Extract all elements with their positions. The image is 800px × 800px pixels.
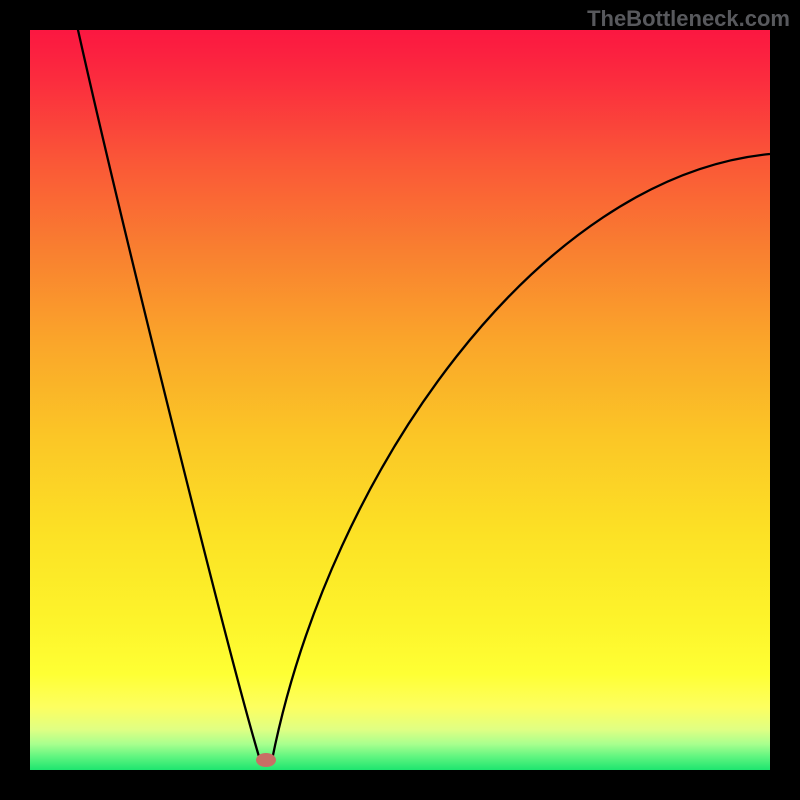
curve-right-branch	[272, 154, 770, 760]
curve-layer	[0, 0, 800, 800]
chart-container: TheBottleneck.com	[0, 0, 800, 800]
curve-left-branch	[74, 12, 260, 760]
minimum-marker	[256, 753, 276, 767]
watermark-text: TheBottleneck.com	[587, 6, 790, 32]
